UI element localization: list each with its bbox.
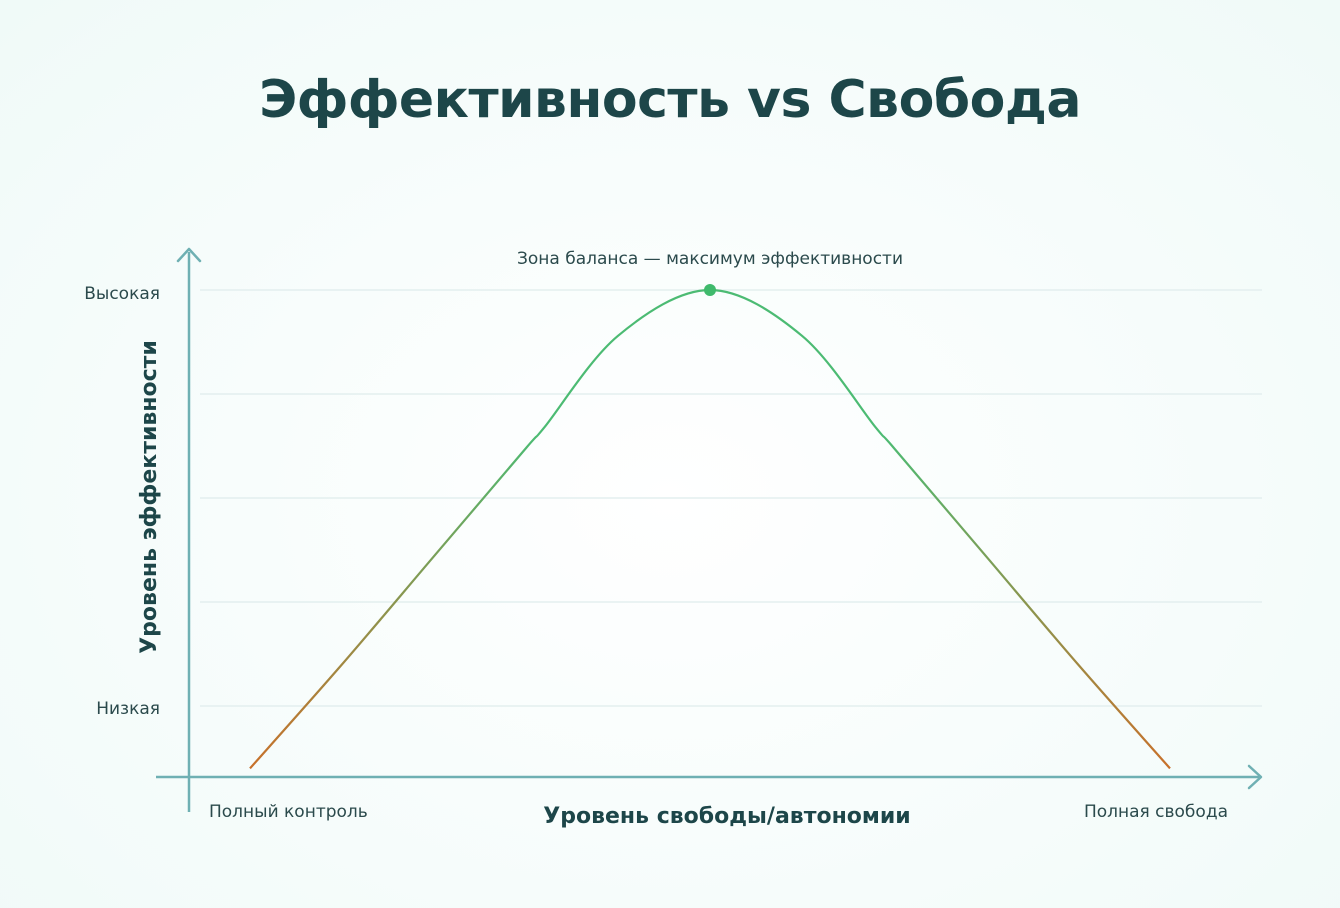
peak-annotation: Зона баланса — максимум эффективности	[517, 249, 903, 269]
y-axis-arrow-icon	[176, 247, 202, 263]
x-tick-label-left: Полный контроль	[209, 802, 368, 822]
x-axis-arrow-icon	[1247, 764, 1263, 790]
x-axis-title: Уровень свободы/автономии	[543, 804, 910, 829]
y-tick-label-high: Высокая	[84, 284, 160, 304]
y-axis-title: Уровень эффективности	[137, 340, 162, 654]
y-tick-label-low: Низкая	[96, 699, 160, 719]
efficiency-curve	[249, 288, 1171, 770]
x-tick-label-right: Полная свобода	[1084, 802, 1228, 822]
peak-point	[704, 284, 716, 296]
axes	[156, 247, 1263, 812]
grid-lines	[200, 289, 1262, 707]
chart-title: Эффективность vs Свобода	[259, 70, 1081, 130]
